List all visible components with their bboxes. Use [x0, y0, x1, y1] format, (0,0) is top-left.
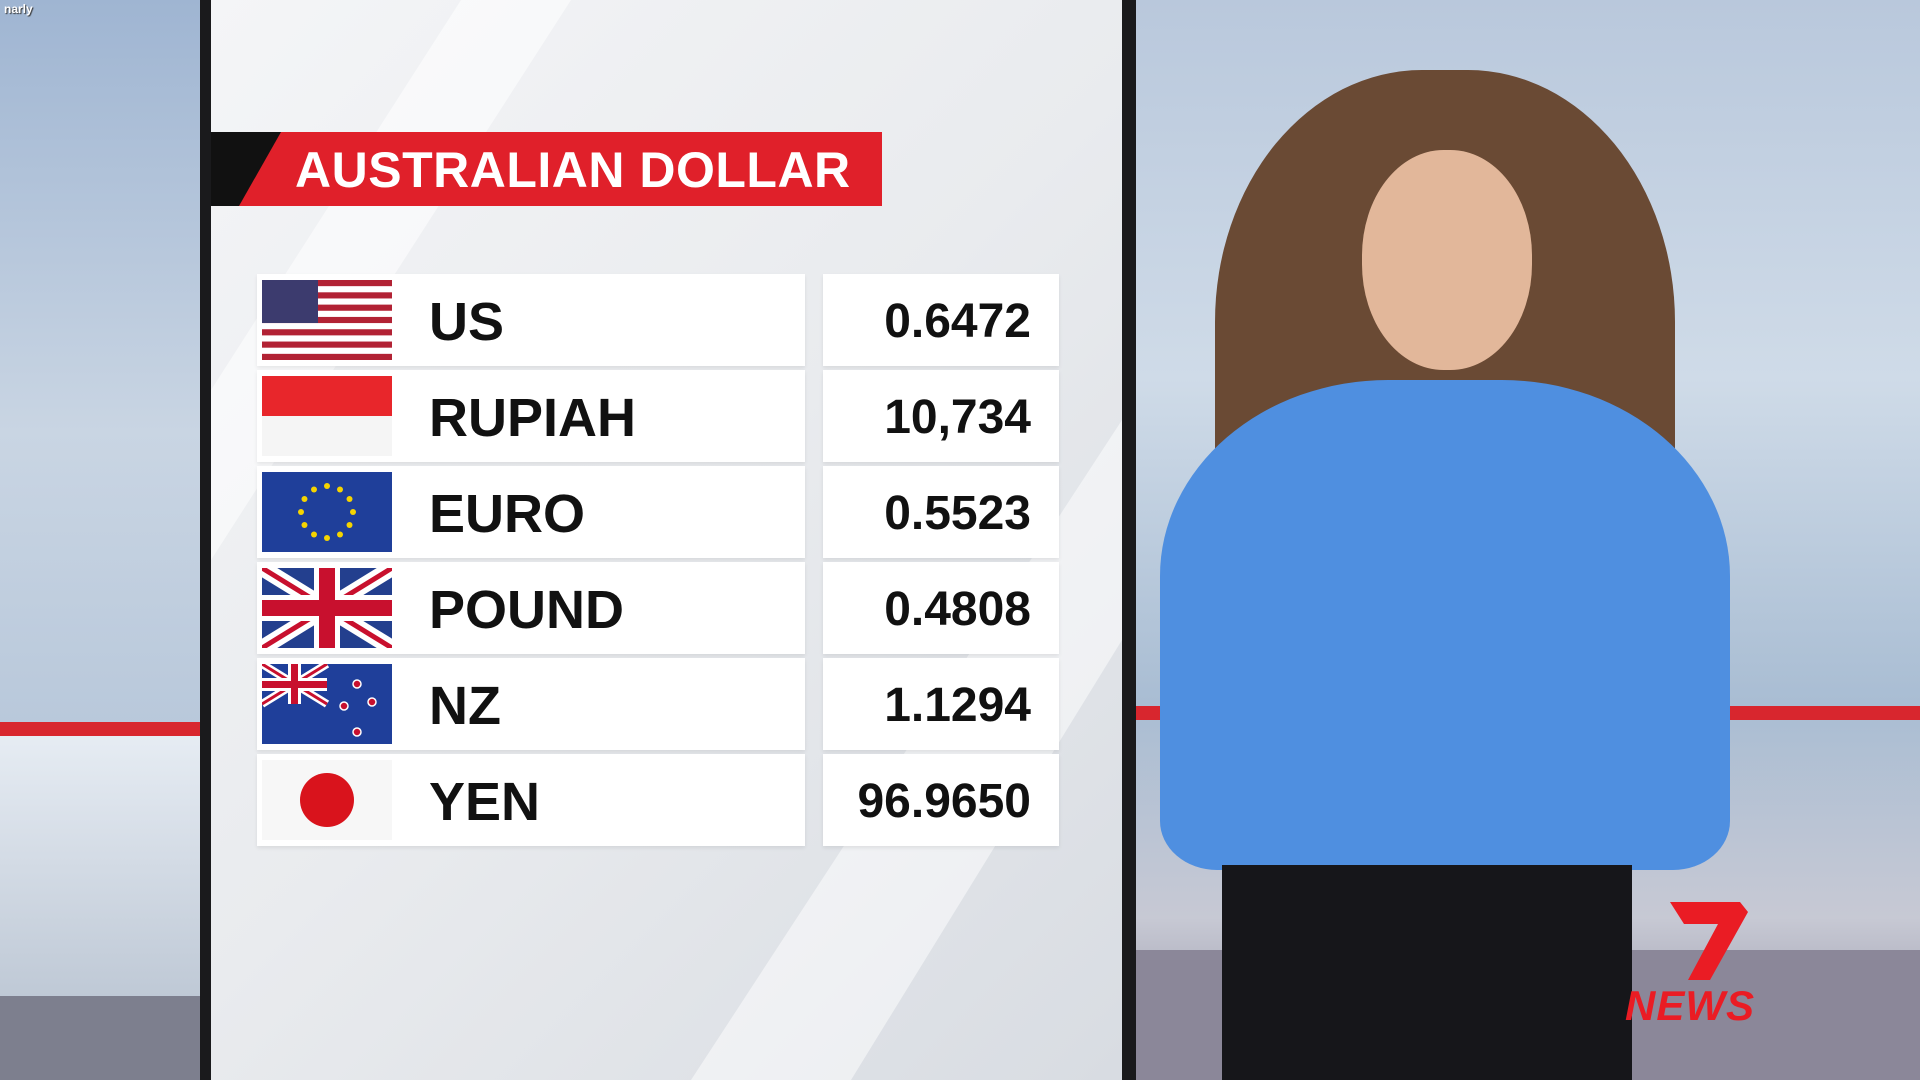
currency-value-cell: 1.1294	[823, 658, 1059, 750]
currency-name: US	[429, 292, 505, 352]
studio-red-stripe	[0, 722, 200, 736]
7news-logo: NEWS	[1625, 900, 1795, 1030]
currency-value-cell: 10,734	[823, 370, 1059, 462]
currency-row: US 0.6472	[257, 274, 1059, 366]
presenter-skirt	[1222, 865, 1632, 1080]
us-flag-icon	[262, 280, 392, 360]
currency-row: POUND 0.4808	[257, 562, 1059, 654]
exchange-rate: 96.9650	[857, 775, 1031, 828]
exchange-rate: 1.1294	[884, 679, 1031, 732]
logo-text: NEWS	[1625, 982, 1755, 1029]
currency-value-cell: 0.4808	[823, 562, 1059, 654]
currency-panel: AUSTRALIAN DOLLAR US 0.6472 RUPIAH 10,73…	[211, 0, 1122, 1080]
currency-name: YEN	[429, 772, 541, 832]
panel-border-right	[1122, 0, 1136, 1080]
currency-value-cell: 96.9650	[823, 754, 1059, 846]
presenter-body	[1160, 380, 1730, 870]
currency-name: RUPIAH	[429, 388, 637, 448]
currency-name-cell: NZ	[257, 658, 805, 750]
currency-row: EURO 0.5523	[257, 466, 1059, 558]
watermark: narly	[4, 2, 33, 16]
studio-wall	[0, 736, 200, 996]
exchange-rate: 0.4808	[884, 583, 1031, 636]
currency-name-cell: EURO	[257, 466, 805, 558]
currency-value-cell: 0.5523	[823, 466, 1059, 558]
currency-name: NZ	[429, 676, 501, 736]
currency-row: NZ 1.1294	[257, 658, 1059, 750]
presenter-face	[1362, 150, 1532, 370]
studio-floor	[0, 996, 200, 1080]
currency-name-cell: US	[257, 274, 805, 366]
currency-row: YEN 96.9650	[257, 754, 1059, 846]
seven-logo-icon	[1670, 902, 1748, 980]
studio-background-left	[0, 0, 200, 1080]
currency-name-cell: POUND	[257, 562, 805, 654]
currency-name: EURO	[429, 484, 586, 544]
currency-name-cell: YEN	[257, 754, 805, 846]
panel-border-left	[200, 0, 211, 1080]
currency-name-cell: RUPIAH	[257, 370, 805, 462]
eu-flag-icon	[262, 472, 392, 552]
currency-name: POUND	[429, 580, 625, 640]
panel-title: AUSTRALIAN DOLLAR	[295, 142, 851, 198]
nz-flag-icon	[262, 664, 392, 744]
currency-value-cell: 0.6472	[823, 274, 1059, 366]
exchange-rate: 10,734	[884, 391, 1031, 444]
exchange-rate: 0.6472	[884, 295, 1031, 348]
title-bar	[211, 132, 882, 206]
exchange-rate: 0.5523	[884, 487, 1031, 540]
uk-flag-icon	[262, 568, 392, 648]
indonesia-flag-icon	[262, 376, 392, 456]
currency-row: RUPIAH 10,734	[257, 370, 1059, 462]
japan-flag-icon	[262, 760, 392, 840]
